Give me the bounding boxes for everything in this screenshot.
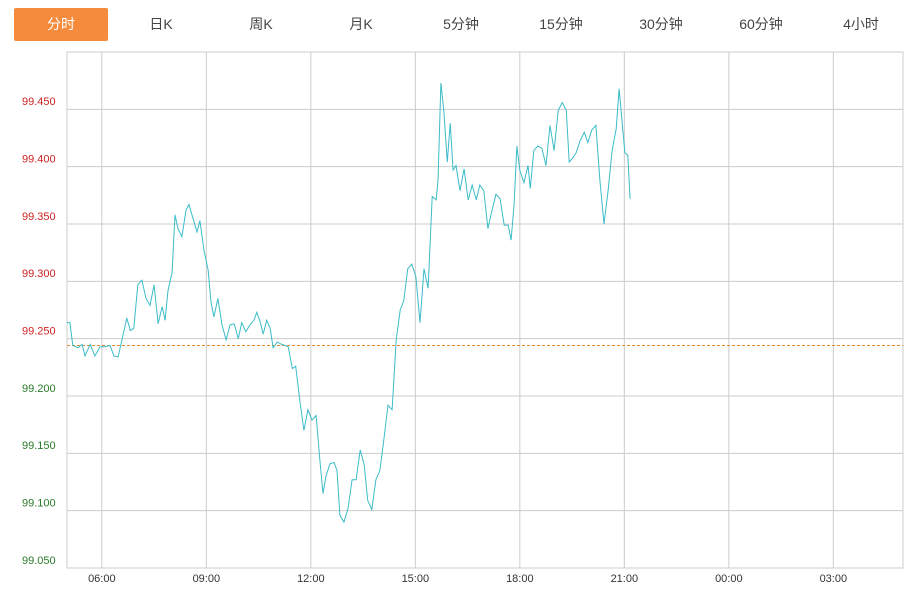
x-tick-label: 03:00 — [820, 573, 848, 585]
tab[interactable]: 60分钟 — [739, 16, 783, 32]
y-tick-label: 99.350 — [22, 211, 56, 223]
tab[interactable]: 分时 — [14, 8, 108, 41]
x-tick-label: 09:00 — [193, 573, 221, 585]
x-tick-label: 21:00 — [611, 573, 639, 585]
tab[interactable]: 4小时 — [843, 16, 879, 32]
tab[interactable]: 15分钟 — [539, 16, 583, 32]
y-tick-label: 99.100 — [22, 498, 56, 510]
y-tick-label: 99.250 — [22, 326, 56, 338]
y-tick-label: 99.450 — [22, 96, 56, 108]
y-tick-label: 99.300 — [22, 268, 56, 280]
price-line — [67, 82, 631, 524]
tab[interactable]: 日K — [149, 16, 173, 32]
y-tick-label: 99.150 — [22, 440, 56, 452]
tab[interactable]: 5分钟 — [443, 16, 479, 32]
tab[interactable]: 30分钟 — [639, 16, 683, 32]
x-tick-label: 15:00 — [402, 573, 430, 585]
x-tick-label: 18:00 — [506, 573, 534, 585]
y-tick-label: 99.050 — [22, 555, 56, 567]
tab-bar: 分时 日K 周K 月K 5分钟 15分钟 30分钟 60分钟 4小时 — [0, 8, 916, 41]
tab[interactable]: 周K — [249, 16, 273, 32]
x-tick-label: 06:00 — [88, 573, 116, 585]
y-tick-label: 99.400 — [22, 154, 56, 166]
plot-frame — [66, 51, 904, 569]
tab[interactable]: 月K — [349, 16, 373, 32]
x-tick-label: 00:00 — [715, 573, 743, 585]
y-tick-label: 99.200 — [22, 383, 56, 395]
x-tick-label: 12:00 — [297, 573, 325, 585]
